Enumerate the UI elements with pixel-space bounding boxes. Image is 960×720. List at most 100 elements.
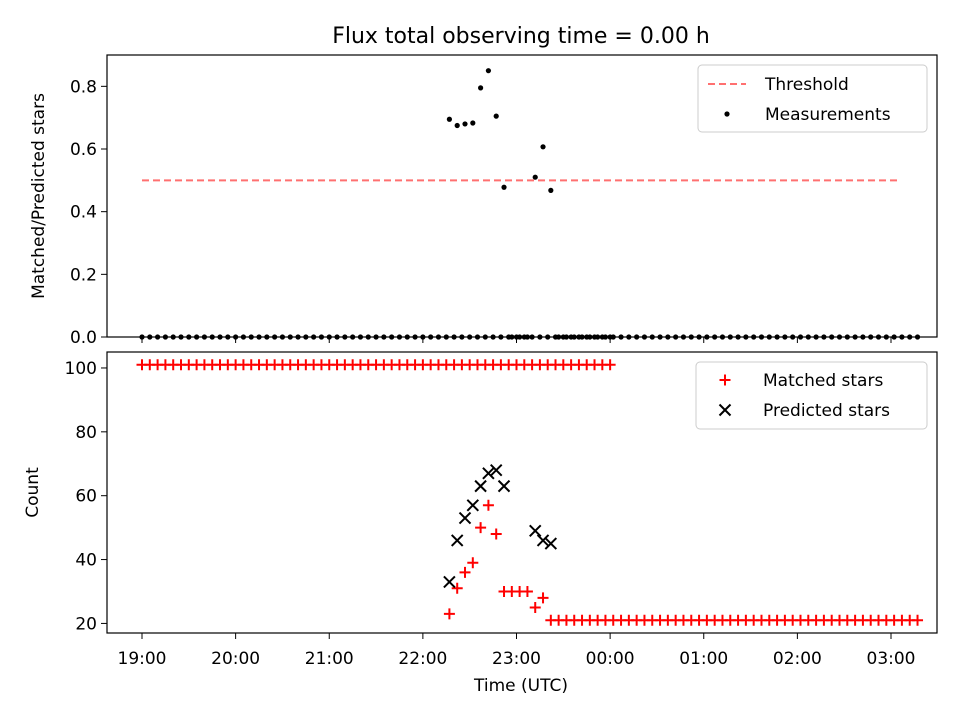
- measurement-point: [462, 121, 468, 127]
- measurement-point: [649, 334, 655, 340]
- measurement-point: [610, 334, 616, 340]
- measurement-point: [657, 334, 663, 340]
- top-ylabel: Matched/Predicted stars: [29, 93, 49, 299]
- measurement-point: [201, 334, 208, 340]
- measurement-point: [790, 334, 796, 340]
- measurement-point: [571, 334, 577, 340]
- measurement-point: [529, 334, 535, 340]
- measurement-point: [326, 334, 332, 340]
- top-legend-box: [697, 64, 928, 133]
- legend-matched-swatch: [719, 374, 731, 386]
- measurement-point: [727, 334, 733, 340]
- measurement-point: [295, 334, 301, 340]
- measurement-point: [524, 334, 531, 340]
- predicted-point: [536, 534, 550, 547]
- matched-point: [537, 592, 549, 604]
- measurement-point: [404, 334, 410, 340]
- measurement-point: [490, 334, 496, 340]
- measurement-point: [618, 334, 624, 340]
- measurement-point: [587, 334, 593, 340]
- measurement-point: [482, 334, 488, 340]
- measurement-point: [844, 334, 850, 340]
- matched-point: [443, 608, 455, 620]
- measurement-point: [373, 334, 379, 340]
- measurement-point: [545, 334, 551, 340]
- measurement-point: [470, 120, 476, 126]
- legend-threshold-label: Threshold: [764, 75, 849, 95]
- measurement-point: [396, 334, 403, 340]
- measurement-point: [797, 334, 804, 340]
- measurement-point: [532, 174, 538, 180]
- measurement-point: [186, 334, 192, 340]
- measurement-point: [891, 334, 897, 340]
- measurement-point: [446, 116, 453, 122]
- predicted-point: [497, 479, 511, 493]
- bottom-xtick-label: 21:00: [305, 649, 354, 669]
- measurement-point: [829, 334, 835, 340]
- top-ytick-label: 0.8: [70, 77, 97, 97]
- measurement-point: [805, 334, 811, 340]
- measurement-point: [579, 334, 585, 340]
- measurement-point: [493, 113, 499, 119]
- measurement-point: [852, 334, 858, 340]
- bottom-xtick-label: 23:00: [492, 649, 541, 669]
- measurement-point: [634, 334, 640, 340]
- measurement-point: [217, 334, 223, 340]
- matched-point: [545, 614, 557, 626]
- measurement-point: [704, 334, 710, 340]
- measurement-point: [225, 334, 231, 340]
- measurement-point: [595, 334, 601, 340]
- measurement-point: [478, 85, 484, 91]
- top-ytick-label: 0.4: [70, 203, 97, 223]
- measurement-point: [556, 334, 562, 340]
- measurement-point: [467, 334, 473, 340]
- bottom-xtick-label: 20:00: [211, 649, 260, 669]
- measurement-point: [485, 68, 492, 74]
- measurement-point: [774, 334, 780, 340]
- measurement-point: [178, 334, 184, 340]
- measurement-point: [435, 334, 442, 340]
- matched-point: [451, 582, 463, 594]
- measurement-point: [155, 334, 161, 340]
- measurement-point: [751, 334, 757, 340]
- measurement-point: [735, 334, 741, 340]
- measurement-point: [540, 144, 546, 150]
- measurement-point: [501, 184, 507, 190]
- measurement-point: [454, 122, 460, 129]
- chart-title: Flux total observing time = 0.00 h: [332, 24, 710, 49]
- matched-point: [529, 601, 541, 613]
- measurement-point: [170, 334, 176, 340]
- x-axis-label: Time (UTC): [473, 676, 568, 696]
- measurement-point: [875, 334, 882, 340]
- measurement-point: [139, 334, 145, 340]
- measurement-point: [162, 334, 169, 340]
- predicted-point: [466, 499, 480, 512]
- measurement-point: [256, 334, 262, 340]
- measurement-point: [318, 334, 325, 340]
- measurement-point: [758, 334, 765, 340]
- measurement-point: [719, 334, 726, 340]
- matched-point: [467, 557, 479, 569]
- measurement-point: [350, 334, 356, 340]
- predicted-point: [529, 524, 542, 538]
- measurement-point: [860, 334, 866, 340]
- top-ytick-label: 0.6: [70, 140, 97, 160]
- bottom-ytick-label: 60: [75, 487, 97, 507]
- measurement-point: [782, 334, 788, 340]
- predicted-point: [490, 463, 503, 477]
- bottom-ytick-label: 100: [65, 359, 97, 379]
- top-ytick-label: 0.0: [70, 328, 97, 348]
- legend-predicted-label: Predicted stars: [763, 401, 890, 421]
- measurement-point: [287, 334, 293, 340]
- bottom-xtick-label: 03:00: [867, 649, 916, 669]
- measurement-point: [868, 334, 874, 340]
- measurement-point: [451, 334, 457, 340]
- measurement-point: [517, 334, 523, 340]
- predicted-point: [443, 575, 456, 589]
- measurement-point: [233, 334, 239, 340]
- measurement-point: [498, 334, 504, 340]
- measurement-point: [821, 334, 827, 340]
- bottom-ytick-label: 20: [75, 614, 97, 634]
- top-ytick-label: 0.2: [70, 265, 97, 285]
